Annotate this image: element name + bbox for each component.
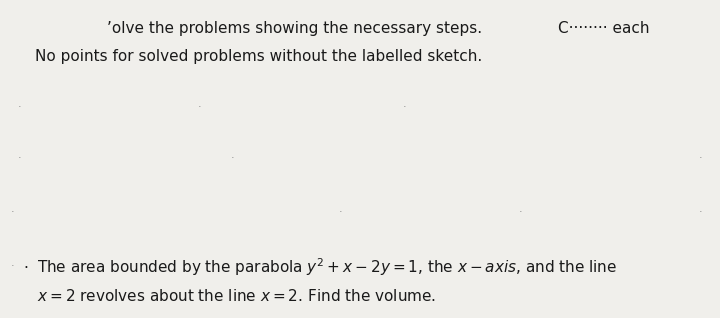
Text: ·: · xyxy=(18,153,22,162)
Text: No points for solved problems without the labelled sketch.: No points for solved problems without th… xyxy=(35,49,482,64)
Text: ·: · xyxy=(698,153,702,162)
Text: $x = 2$ revolves about the line $x = 2$. Find the volume.: $x = 2$ revolves about the line $x = 2$.… xyxy=(37,288,436,304)
Text: ·: · xyxy=(230,153,234,162)
Text: .: . xyxy=(23,256,28,271)
Text: C········ each: C········ each xyxy=(558,21,649,36)
Text: The area bounded by the parabola $y^2 + x - 2y = 1$, the $x-axis$, and the line: The area bounded by the parabola $y^2 + … xyxy=(37,256,618,278)
Text: ·: · xyxy=(18,102,22,112)
Text: ·: · xyxy=(518,207,522,217)
Text: ·: · xyxy=(698,207,702,217)
Text: ·: · xyxy=(11,261,14,271)
Text: ·: · xyxy=(403,102,407,112)
Text: ·: · xyxy=(338,207,342,217)
Text: ʼolve the problems showing the necessary steps.: ʼolve the problems showing the necessary… xyxy=(107,21,482,36)
Text: ·: · xyxy=(198,102,202,112)
Text: ·: · xyxy=(11,207,14,217)
